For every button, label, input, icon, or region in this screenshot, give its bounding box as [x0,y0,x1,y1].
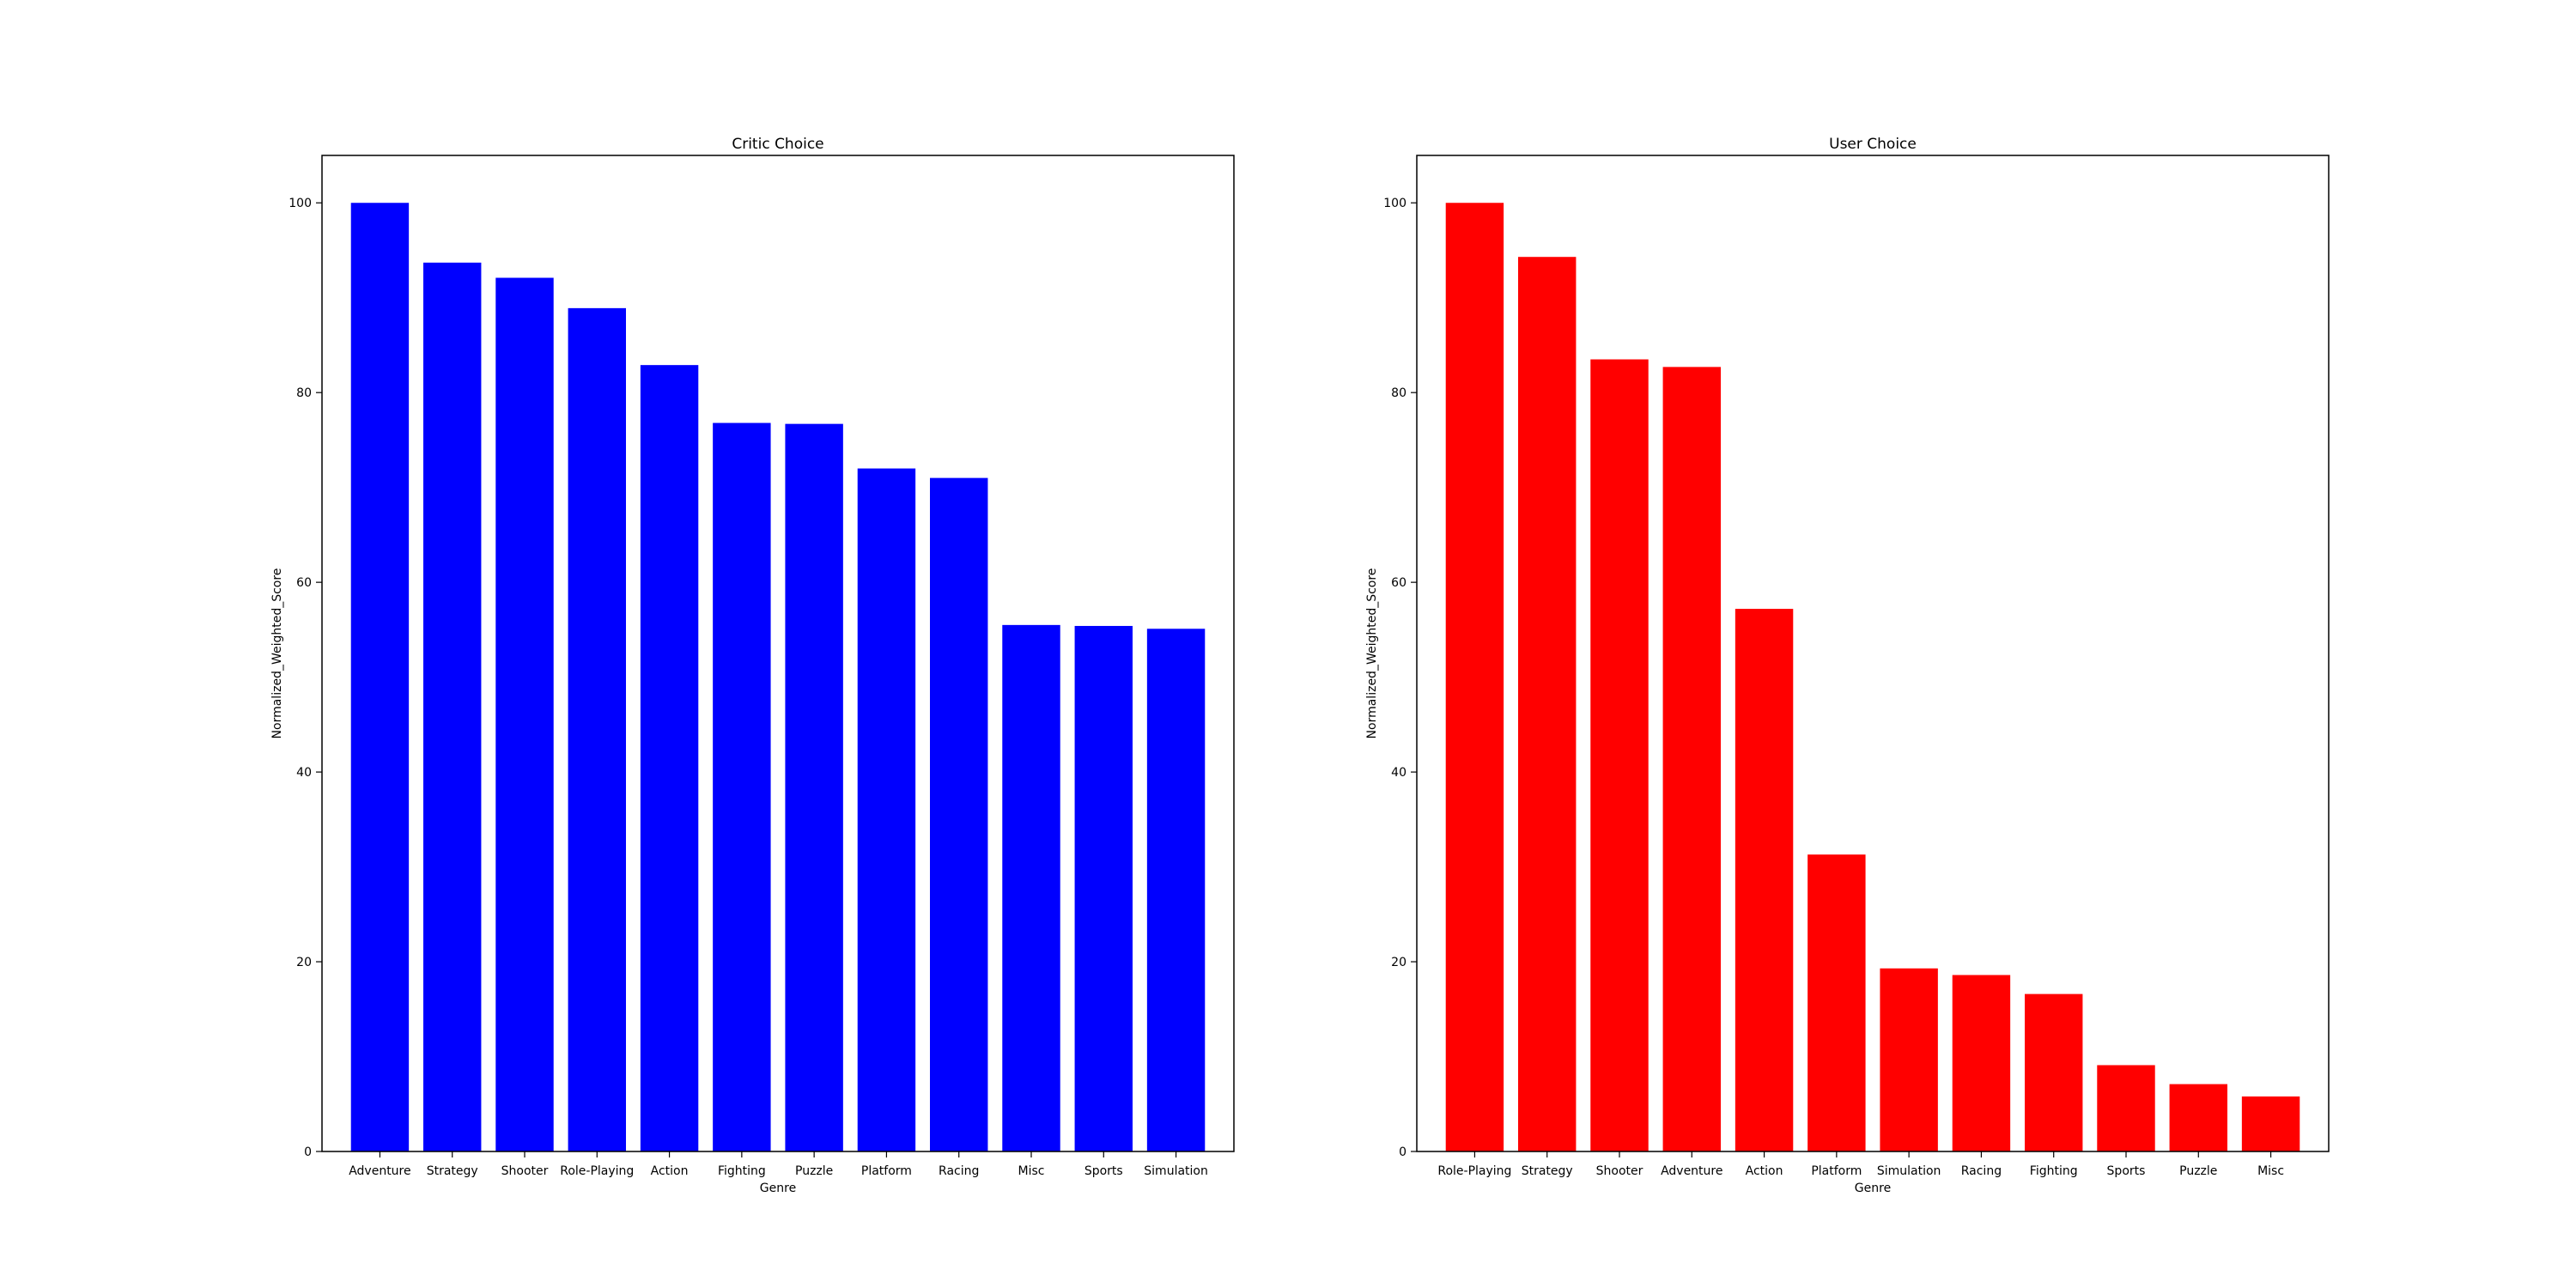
bar [640,365,699,1152]
chart-panel-2: 0 20 40 60 80 100 Role-Playing Strategy Shooter A… [1365,136,2330,1195]
y-tick-label: 80 [296,386,312,400]
y-axis-label: Normalized_Weighted_Score [1365,568,1379,739]
x-axis-label: Genre [1855,1182,1891,1195]
bar [423,262,482,1151]
y-tick-label: 100 [289,197,312,210]
x-tick-label: Simulation [1877,1164,1941,1178]
x-tick-label: Misc [2257,1164,2284,1178]
bar [2097,1065,2155,1151]
y-tick-label: 40 [1391,766,1406,780]
bar [857,468,916,1151]
x-tick-label: Fighting [718,1164,766,1178]
bar [930,477,988,1151]
x-tick-label: Puzzle [2179,1164,2217,1178]
bar [1146,629,1206,1151]
bar [1518,257,1577,1152]
bar [1002,624,1060,1151]
y-tick-label: 60 [296,576,312,590]
x-tick-label: Action [1746,1164,1783,1178]
x-tick-label: Platform [1811,1164,1862,1178]
y-axis-label: Normalized_Weighted_Score [270,568,284,739]
x-tick-label: Sports [1084,1164,1123,1178]
bar [1662,367,1721,1151]
x-tick-label: Shooter [1596,1164,1643,1178]
x-tick-label: Puzzle [795,1164,833,1178]
bar [1735,609,1794,1151]
bar [1952,975,2011,1151]
chart-panel-1: 0 20 40 60 80 100 Adventure Strategy Shooter Role… [270,136,1235,1195]
x-tick-label: Misc [1018,1164,1045,1178]
x-tick-label: Shooter [501,1164,549,1178]
x-tick-label: Strategy [427,1164,478,1178]
axes-frame [1416,155,2330,1152]
bar [785,423,843,1152]
x-tick-label: Role-Playing [560,1164,634,1178]
x-tick-label: Adventure [349,1164,410,1178]
y-tick-label: 80 [1391,386,1406,400]
x-tick-label: Racing [1961,1164,2002,1178]
y-tick-label: 60 [1391,576,1406,590]
y-tick-label: 20 [1391,956,1406,969]
bar [495,277,554,1151]
x-tick-label: Adventure [1661,1164,1722,1178]
y-tick-label: 40 [296,766,312,780]
x-tick-label: Simulation [1144,1164,1208,1178]
bar [1880,968,1938,1151]
y-tick-label: 0 [304,1145,312,1159]
x-axis-label: Genre [760,1182,796,1195]
y-tick-label: 20 [296,956,312,969]
chart-title: Critic Choice [732,136,823,153]
x-tick-label: Role-Playing [1437,1164,1511,1178]
chart-title: User Choice [1829,136,1917,153]
bar [568,307,626,1151]
bar [1807,854,1866,1151]
bar [350,203,410,1152]
bar [713,422,771,1151]
x-tick-label: Platform [861,1164,912,1178]
bar [1590,359,1649,1151]
bar [2169,1084,2227,1151]
bar [1445,203,1504,1152]
x-tick-label: Action [651,1164,689,1178]
axes-frame [321,155,1235,1152]
x-tick-label: Sports [2107,1164,2146,1178]
bar [1074,625,1133,1151]
x-tick-label: Strategy [1522,1164,1573,1178]
y-tick-label: 0 [1399,1145,1406,1159]
x-tick-label: Fighting [2030,1164,2078,1178]
bar [2025,993,2083,1151]
bar [2241,1096,2300,1151]
x-tick-label: Racing [939,1164,979,1178]
y-tick-label: 100 [1383,197,1406,210]
